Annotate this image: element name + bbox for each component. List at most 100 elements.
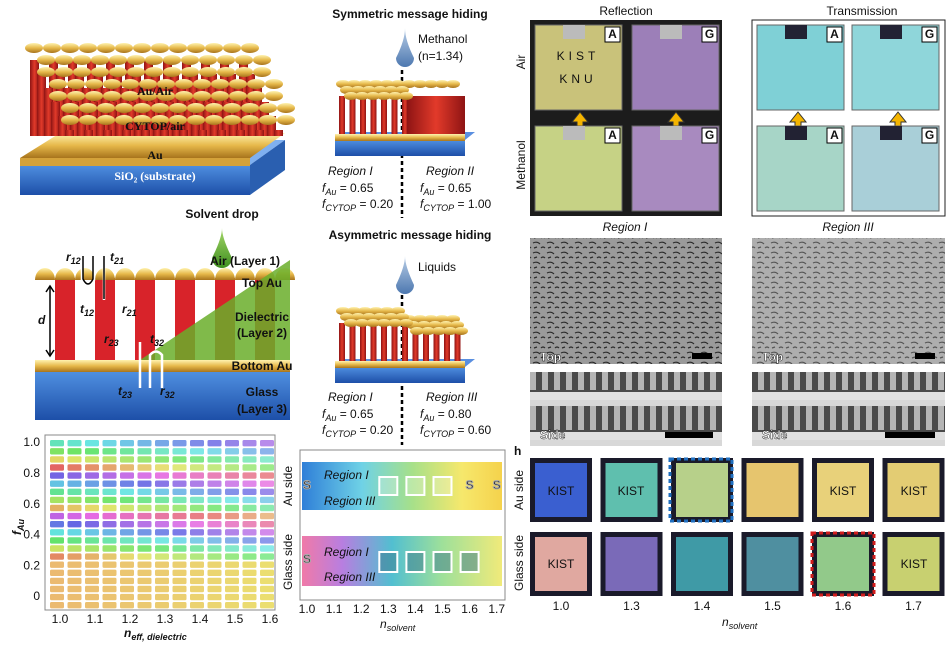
gold-cap: [103, 91, 121, 101]
gold-cap: [43, 43, 61, 53]
gold-cap: [277, 115, 295, 125]
x-tick-label: 1.3: [380, 602, 397, 616]
heat-cell: [120, 521, 134, 528]
region-label: Region I: [603, 220, 648, 234]
message-text: KIST: [557, 49, 600, 63]
heat-cell: [50, 472, 64, 479]
coefficient: r23: [104, 332, 119, 348]
heat-cell: [50, 464, 64, 471]
highlight: [668, 457, 734, 523]
photo: [887, 537, 940, 591]
pillar: [381, 96, 387, 134]
gold-cap: [413, 80, 427, 88]
symbol: f: [322, 407, 327, 421]
heat-cell: [225, 456, 239, 463]
heat-cell: [50, 569, 64, 576]
middle-structures: [335, 80, 475, 383]
heat-cell: [260, 496, 274, 504]
heat-cell: [172, 456, 187, 463]
heat-cell: [102, 448, 117, 455]
sample-square: [378, 551, 399, 573]
heat-cell: [260, 602, 274, 609]
stripe: [95, 278, 115, 360]
symbol: f: [420, 197, 425, 211]
heat-cell: [225, 472, 239, 479]
x-tick-label: 1.1: [87, 612, 104, 626]
heat-cell: [102, 602, 117, 609]
heat-cell: [207, 464, 222, 471]
bottom-au: [335, 134, 465, 141]
liquid-index: (n=1.34): [418, 49, 463, 63]
heat-cell: [172, 488, 187, 495]
gold-cap: [247, 91, 265, 101]
heat-cell: [137, 464, 152, 471]
heat-cell: [242, 529, 257, 536]
heat-cell: [260, 569, 274, 576]
pillar: [65, 130, 74, 136]
subscript: 21: [126, 308, 137, 318]
letter-marker: S: [303, 478, 311, 492]
layer-label: CYTOP/air: [125, 119, 185, 133]
heat-cell: [85, 504, 99, 512]
heat-cell: [120, 537, 134, 544]
x-tick-label: 1.6: [835, 599, 852, 613]
heat-cell: [85, 448, 99, 455]
heat-cell: [137, 561, 152, 568]
heat-cell: [190, 593, 204, 601]
layer-label: Au: [147, 148, 163, 162]
heat-cell: [172, 512, 187, 520]
heat-cell: [190, 602, 204, 609]
pillar: [96, 116, 105, 136]
coefficient: t12: [80, 302, 94, 318]
heatmap: [50, 440, 274, 609]
heat-cell: [67, 456, 82, 463]
gold-cap: [145, 55, 163, 65]
gold-cap: [79, 43, 97, 53]
heat-cell: [242, 512, 257, 520]
heat-cell: [120, 448, 134, 455]
gold-cap: [241, 43, 259, 53]
gold-cap: [193, 79, 211, 89]
clip: [660, 126, 682, 140]
heat-cell: [155, 529, 169, 536]
gold-cap: [424, 80, 438, 88]
heat-cell: [85, 561, 99, 568]
subscript: 32: [154, 338, 164, 348]
x-tick-label: 1.1: [326, 602, 343, 616]
heat-cell: [67, 545, 82, 552]
x-tick-label: 1.7: [905, 599, 922, 613]
gold-cap: [355, 92, 369, 100]
gold-cap: [139, 79, 157, 89]
heat-cell: [50, 585, 64, 593]
heat-cell: [242, 464, 257, 471]
heat-cell: [120, 464, 134, 471]
heat-cell: [207, 440, 222, 447]
gold-cap: [347, 80, 361, 88]
heat-cell: [207, 512, 222, 520]
clip: [563, 126, 585, 140]
liquid-label: Methanol: [418, 32, 467, 46]
symbol: t: [150, 332, 155, 346]
gold-cap: [169, 115, 187, 125]
heat-cell: [137, 512, 152, 520]
pillar: [454, 331, 461, 361]
heat-cell: [155, 480, 169, 487]
tag: A: [830, 128, 839, 142]
gold-cap: [217, 67, 235, 77]
gold-cap: [351, 313, 365, 321]
gold-cap: [347, 307, 361, 315]
tag-box: [604, 26, 621, 43]
x-tick-label: 1.6: [461, 602, 478, 616]
gold-cap: [163, 55, 181, 65]
pillar: [433, 331, 440, 361]
x-axis-label: nsolvent: [722, 615, 758, 631]
subscript: CYTOP: [423, 429, 454, 439]
gold-cap: [454, 327, 468, 335]
heat-cell: [120, 545, 134, 552]
heat-cell: [50, 577, 64, 585]
heat-cell: [137, 553, 152, 560]
pillar: [75, 74, 84, 136]
gold-cap: [139, 91, 157, 101]
heat-cell: [242, 521, 257, 528]
heat-cell: [190, 480, 204, 487]
